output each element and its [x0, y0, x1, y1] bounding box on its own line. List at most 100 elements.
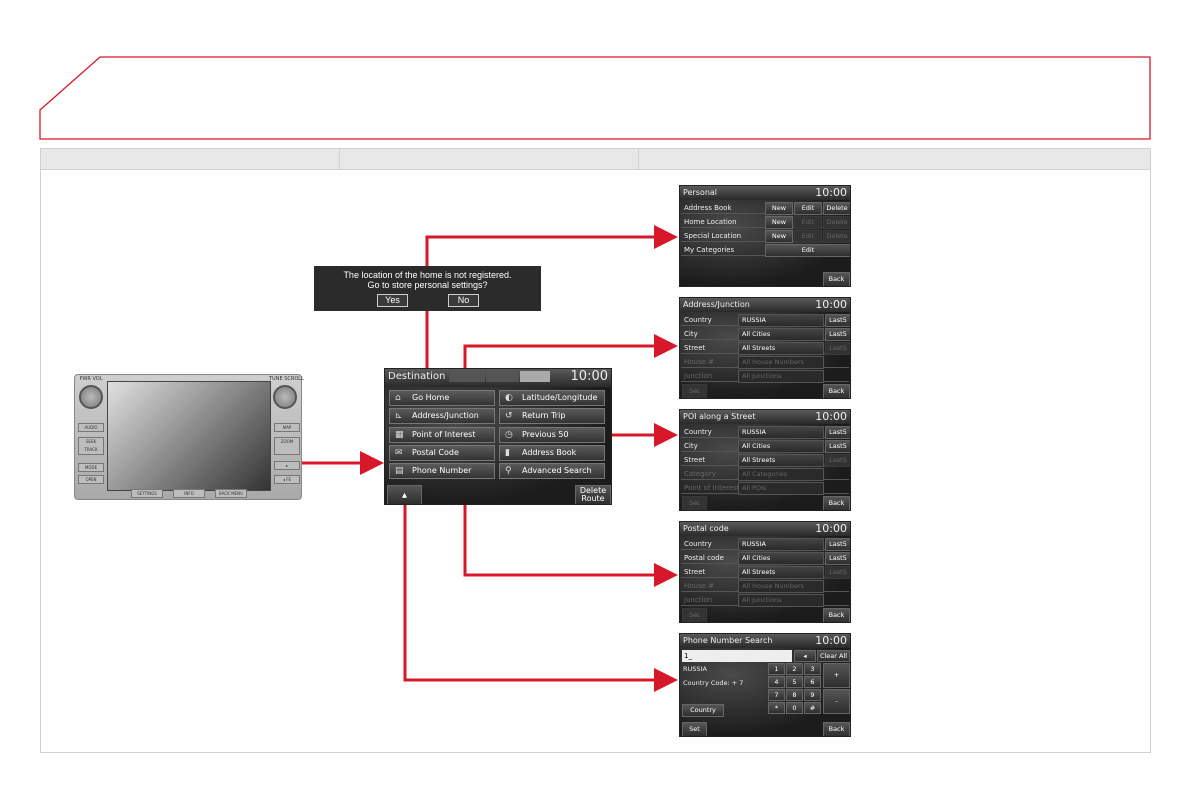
phone-number-input[interactable]: 1_ — [682, 650, 792, 662]
keypad-key[interactable]: 2 — [786, 663, 803, 675]
edit-button[interactable]: Edit — [794, 202, 822, 215]
mode-button[interactable]: MODE — [78, 463, 104, 472]
country-name: RUSSIA — [683, 665, 707, 673]
history-icon: ◷ — [505, 429, 513, 440]
settings-button[interactable]: SETTINGS — [131, 489, 163, 498]
form-row: Junction All Junctions — [681, 369, 849, 383]
view-tab-list[interactable] — [486, 371, 519, 382]
keypad-key[interactable]: 8 — [786, 689, 803, 701]
backspace-button[interactable]: ◂ — [794, 650, 816, 662]
plus-button[interactable]: + — [823, 663, 850, 688]
poi-icon: ▦ — [395, 429, 404, 440]
screen-title: Phone Number Search — [683, 636, 773, 645]
yes-button[interactable]: Yes — [377, 294, 408, 307]
keypad-key[interactable]: 1 — [768, 663, 785, 675]
keypad-key[interactable]: 0 — [786, 702, 803, 714]
back-menu-button[interactable]: BACK MENU — [215, 489, 247, 498]
row-value-field[interactable]: RUSSIA — [738, 314, 824, 327]
back-button[interactable]: Back — [823, 496, 850, 510]
keypad-key[interactable]: 7 — [768, 689, 785, 701]
form-row: Junction All Junctions — [681, 593, 849, 607]
back-button[interactable]: Back — [823, 272, 850, 286]
keypad-key[interactable]: 4 — [768, 676, 785, 688]
keypad-key[interactable]: # — [804, 702, 821, 714]
open-button[interactable]: OPEN — [78, 475, 104, 484]
row-label: City — [684, 442, 698, 450]
form-row: House # All House Numbers — [681, 579, 849, 593]
row-label: Address Book — [684, 204, 732, 212]
form-row: Category All Categories — [681, 467, 849, 481]
edit-button: Edit — [794, 230, 822, 243]
new-button[interactable]: New — [765, 216, 793, 229]
title-bar: Personal 10:00 — [680, 186, 850, 200]
row-value-field[interactable]: All Cities — [738, 440, 824, 453]
destination-menu-item[interactable]: ↺ Return Trip — [499, 408, 605, 425]
new-button[interactable]: New — [765, 230, 793, 243]
back-button[interactable]: Back — [823, 722, 850, 736]
zoom-button[interactable]: ZOOM — [274, 437, 300, 455]
row-label: Country — [684, 428, 712, 436]
destination-menu-item[interactable]: ▤ Phone Number — [389, 463, 495, 480]
row-value-field[interactable]: All Streets — [738, 454, 824, 467]
row-label: City — [684, 330, 698, 338]
info-button[interactable]: INFO — [173, 489, 205, 498]
no-button[interactable]: No — [448, 294, 479, 307]
country-button[interactable]: Country — [682, 704, 724, 717]
keypad-key[interactable]: 6 — [804, 676, 821, 688]
destination-menu-item[interactable]: ⌂ Go Home — [389, 390, 495, 406]
back-button[interactable]: Back — [823, 608, 850, 622]
clock: 10:00 — [570, 369, 608, 384]
keypad-key[interactable]: 5 — [786, 676, 803, 688]
new-button[interactable]: New — [765, 202, 793, 215]
delete-button[interactable]: Delete — [823, 202, 850, 215]
keypad-key[interactable]: 3 — [804, 663, 821, 675]
country-code: Country Code: + 7 — [683, 679, 744, 687]
last5-button[interactable]: Last5 — [825, 552, 850, 565]
edit-button[interactable]: Edit — [765, 244, 850, 257]
destination-menu-item[interactable]: ◷ Previous 50 — [499, 426, 605, 443]
destination-menu-item[interactable]: ▮ Address Book — [499, 444, 605, 461]
view-tab-menu[interactable] — [520, 371, 550, 382]
fe-button[interactable]: ◂ FE — [274, 475, 300, 484]
column-header-3 — [638, 148, 1151, 170]
keypad-key[interactable]: 9 — [804, 689, 821, 701]
delete-route-button[interactable]: Delete Route — [575, 485, 611, 504]
clock: 10:00 — [815, 298, 847, 311]
tune-knob[interactable] — [273, 385, 297, 409]
row-value-field[interactable]: All Cities — [738, 552, 824, 565]
back-button[interactable]: Back — [823, 384, 850, 398]
keypad-key[interactable]: * — [768, 702, 785, 714]
title-bar: Phone Number Search 10:00 — [680, 634, 850, 648]
map-button[interactable]: MAP — [274, 423, 300, 432]
view-tab-grid[interactable] — [449, 371, 485, 382]
last5-button[interactable]: Last5 — [825, 538, 850, 551]
last5-button[interactable]: Last5 — [825, 314, 850, 327]
last5-button[interactable]: Last5 — [825, 328, 850, 341]
row-value-field[interactable]: All Streets — [738, 566, 824, 579]
seek-track-button[interactable]: SEEK TRACK — [78, 437, 104, 455]
set-button[interactable]: Set — [682, 722, 707, 736]
clock: 10:00 — [815, 522, 847, 535]
destination-menu-item[interactable]: ✉ Postal Code — [389, 444, 495, 461]
last5-button[interactable]: Last5 — [825, 440, 850, 453]
audio-button[interactable]: AUDIO — [78, 423, 104, 432]
destination-menu-item[interactable]: ▦ Point of Interest — [389, 426, 495, 443]
row-value-field[interactable]: RUSSIA — [738, 538, 824, 551]
volume-knob[interactable] — [79, 385, 103, 409]
row-label: Postal code — [684, 554, 724, 562]
row-value-field[interactable]: All Cities — [738, 328, 824, 341]
clear-all-button[interactable]: Clear All — [817, 650, 850, 662]
settings-row: My Categories Edit — [681, 243, 850, 257]
destination-menu-item[interactable]: ◐ Latitude/Longitude — [499, 390, 605, 406]
dest-button[interactable]: ▸ — [274, 461, 300, 470]
row-value-field[interactable]: All Streets — [738, 342, 824, 355]
destination-menu-item[interactable]: ⊾ Address/Junction — [389, 408, 495, 425]
minus-button[interactable]: - — [823, 689, 850, 714]
scroll-up-button[interactable]: ▲ — [387, 485, 422, 504]
last5-button[interactable]: Last5 — [825, 426, 850, 439]
destination-menu-item[interactable]: ⚲ Advanced Search — [499, 463, 605, 480]
screen-title: Address/Junction — [683, 300, 750, 309]
head-unit-device: PWR VOL TUNE SCROLL AUDIO SEEK TRACK MOD… — [74, 374, 304, 500]
row-value-field[interactable]: RUSSIA — [738, 426, 824, 439]
title-bar: Destination 10:00 — [385, 369, 611, 387]
